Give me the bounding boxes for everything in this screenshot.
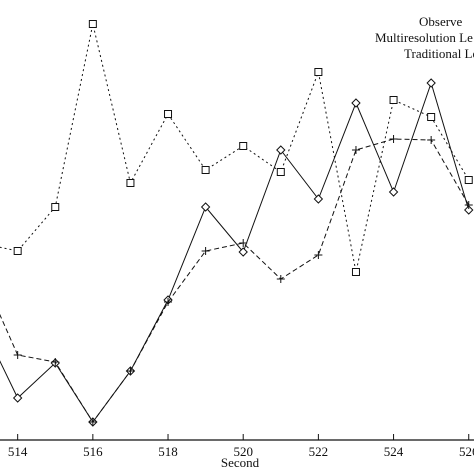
marker <box>164 298 173 306</box>
marker <box>388 187 399 197</box>
marker <box>464 205 474 215</box>
marker <box>464 176 473 184</box>
x-tick-label: 522 <box>309 444 329 459</box>
plot-area <box>0 20 474 427</box>
x-axis-label: Second <box>221 455 260 470</box>
marker <box>126 179 135 187</box>
marker <box>276 145 286 155</box>
marker <box>51 358 60 366</box>
x-tick-label: 518 <box>158 444 178 459</box>
marker <box>238 247 248 257</box>
marker <box>201 166 210 174</box>
marker <box>389 135 398 143</box>
x-tick-label: 514 <box>8 444 28 459</box>
marker <box>239 142 248 150</box>
marker <box>51 203 60 211</box>
marker <box>276 275 285 283</box>
marker <box>13 351 22 359</box>
marker <box>351 146 360 154</box>
marker <box>464 201 473 209</box>
series-line <box>0 138 470 423</box>
marker <box>427 136 436 144</box>
x-tick-label: 520 <box>233 444 253 459</box>
marker <box>88 418 97 426</box>
marker <box>13 247 22 255</box>
x-tick-label: 516 <box>83 444 103 459</box>
marker <box>313 194 324 204</box>
marker <box>200 202 211 212</box>
series-line <box>0 81 470 423</box>
x-tick-label: 524 <box>384 444 404 459</box>
marker <box>276 168 285 176</box>
legend-label: Observe <box>419 14 463 29</box>
marker <box>88 20 97 28</box>
marker <box>426 78 436 88</box>
marker <box>314 251 323 259</box>
marker <box>351 268 360 276</box>
marker <box>126 367 135 375</box>
marker <box>239 239 248 247</box>
series-line <box>0 23 470 273</box>
marker <box>389 96 398 104</box>
marker <box>351 98 361 108</box>
marker <box>201 247 210 255</box>
marker <box>164 110 173 118</box>
marker <box>314 68 323 76</box>
legend-label: Multiresolution Le <box>375 30 473 45</box>
marker <box>427 113 436 121</box>
legend-label: Traditional Le <box>404 46 474 61</box>
x-tick-label: 526 <box>459 444 474 459</box>
marker <box>12 393 23 403</box>
